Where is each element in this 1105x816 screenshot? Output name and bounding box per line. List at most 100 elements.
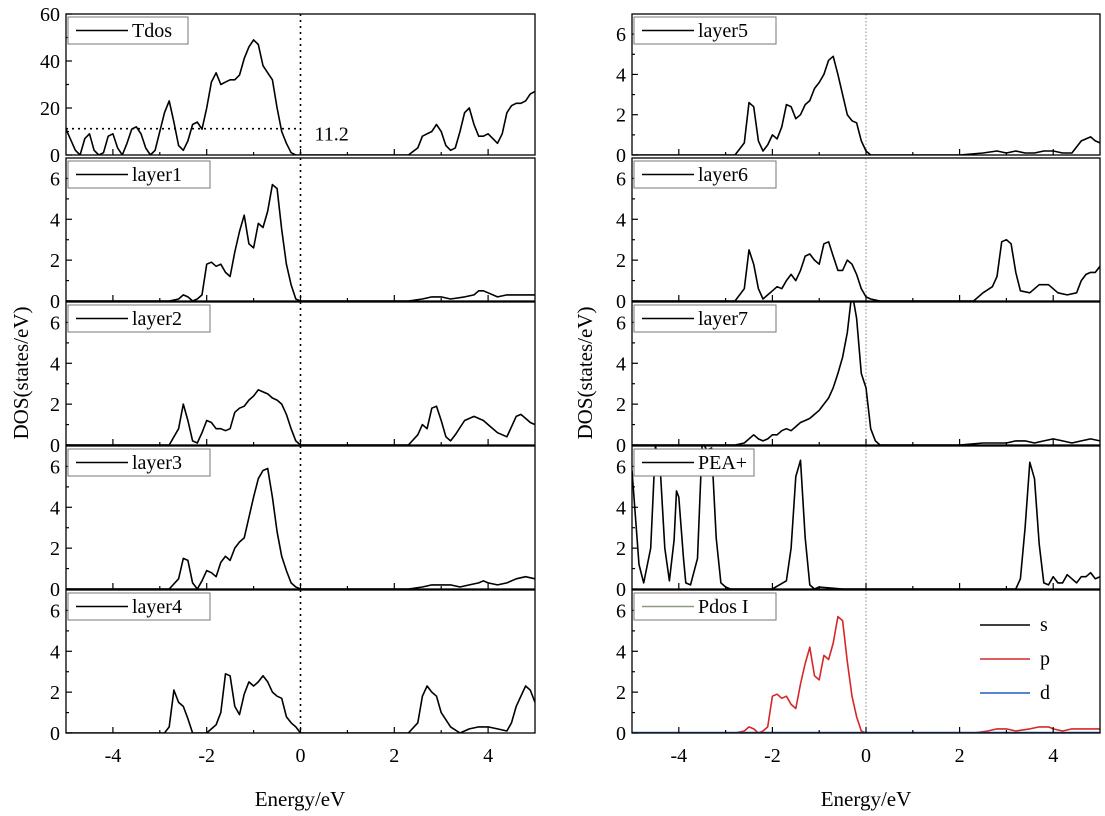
series-line-layer4 <box>66 672 535 733</box>
series-legend-label: s <box>1040 614 1048 636</box>
x-tick-label: 0 <box>861 745 871 767</box>
series-line-pea- <box>632 446 1100 589</box>
y-tick-label: 6 <box>50 600 60 622</box>
y-tick-label: 2 <box>616 394 626 416</box>
y-tick-label: 0 <box>616 145 626 167</box>
y-tick-label: 4 <box>50 209 60 231</box>
legend: layer6 <box>633 160 777 189</box>
legend-box <box>67 160 211 189</box>
panel-layer3: 0 2 4 6 layer3 <box>50 445 536 601</box>
y-tick-label: 4 <box>616 209 626 231</box>
legend: layer7 <box>633 304 777 333</box>
y-tick-label: 6 <box>616 456 626 478</box>
legend: layer3 <box>67 448 211 477</box>
series-legend-label: p <box>1040 648 1050 670</box>
y-tick-label: 40 <box>40 51 60 73</box>
series-line-tdos <box>66 39 535 155</box>
y-tick-label: 4 <box>616 497 626 519</box>
panel-layer1: 0 2 4 6 layer1 <box>50 157 536 313</box>
legend: layer4 <box>67 592 211 621</box>
x-tick-label: -2 <box>764 745 781 767</box>
reference-annotation: 11.2 <box>315 124 349 146</box>
y-tick-label: 4 <box>50 497 60 519</box>
y-tick-label: 2 <box>50 394 60 416</box>
y-tick-label: 6 <box>616 168 626 190</box>
legend: PEA+ <box>633 448 755 477</box>
legend-label: Pdos I <box>698 596 749 618</box>
y-tick-label: 4 <box>50 353 60 375</box>
y-tick-label: 2 <box>50 538 60 560</box>
legend: layer1 <box>67 160 211 189</box>
series-line-layer6 <box>632 238 1100 301</box>
series-legend-label: d <box>1040 682 1050 704</box>
y-tick-label: 6 <box>50 168 60 190</box>
series-group <box>66 388 535 445</box>
panel-layer4: 0 2 4 6 layer4 -4 -2 0 2 4 <box>50 589 536 767</box>
y-tick-label: 60 <box>40 4 60 26</box>
y-tick-label: 2 <box>616 105 626 127</box>
series-group <box>66 39 535 155</box>
y-tick-label: 2 <box>616 250 626 272</box>
series-group <box>632 238 1100 301</box>
x-tick-label: 4 <box>1048 745 1058 767</box>
y-tick-label: 0 <box>616 435 626 457</box>
series-group <box>632 302 1100 445</box>
y-axis-label-left: DOS(states/eV) <box>9 307 33 440</box>
panel-tdos: 0 20 40 60 Tdos 11.2 <box>40 4 536 167</box>
legend: layer2 <box>67 304 211 333</box>
y-tick-label: 4 <box>50 641 60 663</box>
y-tick-label: 6 <box>50 312 60 334</box>
legend: Tdos <box>67 16 189 45</box>
y-tick-label: 0 <box>50 145 60 167</box>
y-tick-label: 4 <box>616 64 626 86</box>
y-tick-label: 0 <box>50 291 60 313</box>
y-tick-label: 2 <box>616 538 626 560</box>
panel-layer5: 0 2 4 6 layer5 <box>616 13 1101 167</box>
y-tick-label: 0 <box>50 435 60 457</box>
series-line-layer3 <box>66 467 535 589</box>
panel-layer7: 0 2 4 6 layer7 <box>616 301 1101 457</box>
series-group <box>66 467 535 589</box>
legend-label: layer5 <box>698 20 748 42</box>
y-tick-label: 6 <box>616 24 626 46</box>
panel-pea-: 0 2 4 6 PEA+ <box>616 445 1101 601</box>
legend-label: layer3 <box>132 452 182 474</box>
series-line-p <box>632 615 1100 733</box>
series-group <box>66 672 535 733</box>
x-tick-label: -4 <box>105 745 122 767</box>
y-tick-label: 2 <box>616 682 626 704</box>
legend-label: PEA+ <box>698 452 747 474</box>
x-axis-label-left: Energy/eV <box>255 787 346 811</box>
legend-label: Tdos <box>132 20 172 42</box>
series-line-layer5 <box>632 55 1100 155</box>
y-tick-label: 4 <box>616 353 626 375</box>
x-tick-label: -2 <box>198 745 215 767</box>
y-tick-label: 2 <box>50 682 60 704</box>
panel-layer2: 0 2 4 6 layer2 <box>50 301 536 457</box>
y-tick-label: 20 <box>40 98 60 120</box>
panel-pdos-i: 0 2 4 6 Pdos I spd -4 -2 0 2 4 <box>616 589 1101 767</box>
legend: Pdos I <box>633 592 777 621</box>
series-group <box>632 446 1100 589</box>
y-tick-label: 6 <box>50 456 60 478</box>
x-axis-label-right: Energy/eV <box>821 787 912 811</box>
legend-label: layer4 <box>132 596 182 618</box>
series-group <box>66 183 535 301</box>
series-group <box>632 55 1100 155</box>
x-tick-label: -4 <box>670 745 687 767</box>
y-tick-label: 0 <box>50 723 60 745</box>
y-tick-label: 2 <box>50 250 60 272</box>
y-tick-label: 0 <box>616 291 626 313</box>
x-tick-label: 2 <box>389 745 399 767</box>
panel-layer6: 0 2 4 6 layer6 <box>616 157 1101 313</box>
legend-label: layer2 <box>132 308 182 330</box>
legend-label: layer7 <box>698 308 748 330</box>
y-tick-label: 0 <box>616 723 626 745</box>
y-tick-label: 6 <box>616 600 626 622</box>
y-tick-label: 0 <box>50 579 60 601</box>
x-tick-label: 4 <box>483 745 493 767</box>
x-tick-label: 0 <box>296 745 306 767</box>
legend: layer5 <box>633 16 777 45</box>
